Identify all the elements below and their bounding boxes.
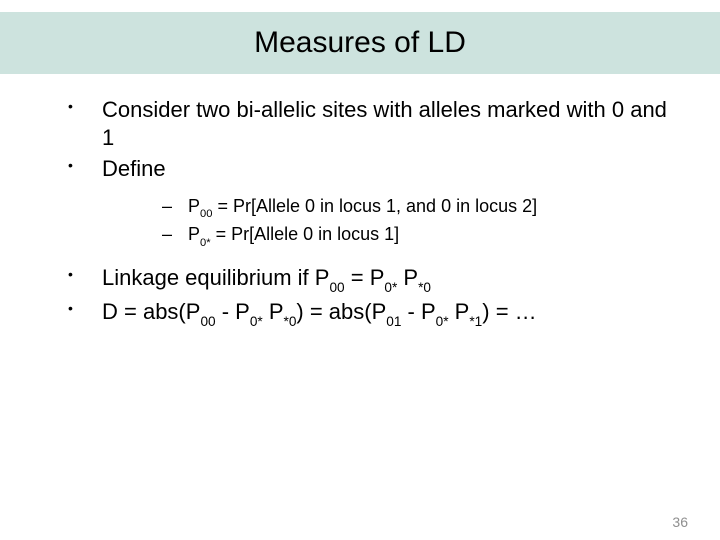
subscript: 0* [436,314,449,329]
slide-content: Consider two bi-allelic sites with allel… [0,74,720,329]
formula-text: - P [216,299,250,324]
formula-text: Linkage equilibrium if P [102,265,329,290]
formula-text: P [263,299,284,324]
page-number: 36 [672,514,688,530]
sub-bullet-item: P0* = Pr[Allele 0 in locus 1] [162,221,670,250]
subscript: *0 [418,280,431,295]
bullet-list: Consider two bi-allelic sites with allel… [68,96,670,329]
bullet-item: Define P00 = Pr[Allele 0 in locus 1, and… [68,155,670,250]
subscript: 00 [200,208,212,220]
subscript: 0* [250,314,263,329]
sub-bullet-item: P00 = Pr[Allele 0 in locus 1, and 0 in l… [162,193,670,222]
title-band: Measures of LD [0,12,720,74]
formula-text: P [449,299,470,324]
bullet-item: D = abs(P00 - P0* P*0) = abs(P01 - P0* P… [68,298,670,328]
bullet-item: Consider two bi-allelic sites with allel… [68,96,670,151]
subscript: 00 [200,314,215,329]
formula-text: P [188,196,200,216]
formula-text: = Pr[Allele 0 in locus 1] [211,224,400,244]
subscript: *1 [469,314,482,329]
subscript: 0* [384,280,397,295]
subscript: 0* [200,237,211,249]
subscript: 00 [329,280,344,295]
formula-text: P [188,224,200,244]
sub-bullet-list: P00 = Pr[Allele 0 in locus 1, and 0 in l… [162,193,670,251]
formula-text: = P [345,265,385,290]
subscript: 01 [386,314,401,329]
formula-text: P [397,265,418,290]
formula-text: ) = … [482,299,536,324]
formula-text: ) = abs(P [296,299,386,324]
formula-text: - P [401,299,435,324]
bullet-text: Define [102,156,166,181]
formula-text: = Pr[Allele 0 in locus 1, and 0 in locus… [212,196,537,216]
bullet-item: Linkage equilibrium if P00 = P0* P*0 [68,264,670,294]
slide-title: Measures of LD [254,26,466,60]
formula-text: D = abs(P [102,299,200,324]
subscript: *0 [284,314,297,329]
bullet-text: Consider two bi-allelic sites with allel… [102,97,667,150]
